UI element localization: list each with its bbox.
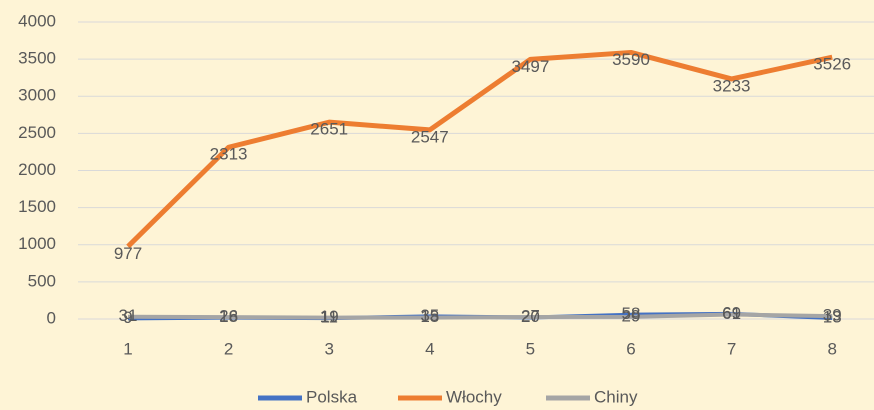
data-label: 977 — [114, 244, 142, 263]
data-label: 61 — [722, 304, 741, 323]
x-tick-label: 2 — [224, 339, 233, 358]
y-tick-label: 1000 — [18, 234, 56, 253]
data-label: 2313 — [210, 145, 248, 164]
data-label: 35 — [420, 306, 439, 325]
series-line — [126, 49, 833, 249]
data-label: 20 — [521, 307, 540, 326]
data-label: 26 — [219, 307, 238, 326]
data-label: 29 — [622, 306, 641, 325]
y-tick-label: 2500 — [18, 123, 56, 142]
data-label: 18 — [219, 307, 238, 326]
x-tick-label: 8 — [827, 339, 836, 358]
data-label: 3526 — [813, 55, 851, 74]
series-line — [127, 312, 833, 320]
data-label: 13 — [823, 308, 842, 327]
data-label: 11 — [320, 308, 338, 327]
y-tick-label: 3000 — [18, 86, 56, 105]
x-tick-label: 7 — [727, 339, 736, 358]
data-label: 3590 — [612, 50, 650, 69]
data-label: 31 — [119, 306, 138, 325]
data-label: 3233 — [713, 76, 751, 95]
x-tick-label: 3 — [324, 339, 333, 358]
y-tick-label: 1500 — [18, 197, 56, 216]
y-tick-label: 2000 — [18, 160, 56, 179]
x-tick-label: 1 — [123, 339, 132, 358]
y-tick-label: 3500 — [18, 49, 56, 68]
data-label: 69 — [722, 303, 741, 322]
data-label: 9 — [123, 308, 132, 327]
x-tick-label: 5 — [526, 339, 535, 358]
y-tick-label: 500 — [28, 271, 56, 290]
data-label: 3497 — [511, 57, 549, 76]
data-label: 2651 — [310, 120, 348, 139]
y-tick-label: 0 — [47, 308, 56, 327]
data-label: 27 — [521, 306, 540, 325]
data-label: 39 — [823, 306, 842, 325]
legend-label: Chiny — [594, 387, 638, 406]
data-label: 58 — [622, 304, 641, 323]
data-label: 2547 — [411, 127, 449, 146]
data-label: 19 — [320, 307, 339, 326]
x-tick-label: 6 — [626, 339, 635, 358]
legend-label: Włochy — [446, 387, 502, 406]
x-tick-label: 4 — [425, 339, 434, 358]
data-label: 18 — [420, 307, 439, 326]
legend-label: Polska — [306, 387, 358, 406]
y-tick-label: 4000 — [18, 11, 56, 30]
